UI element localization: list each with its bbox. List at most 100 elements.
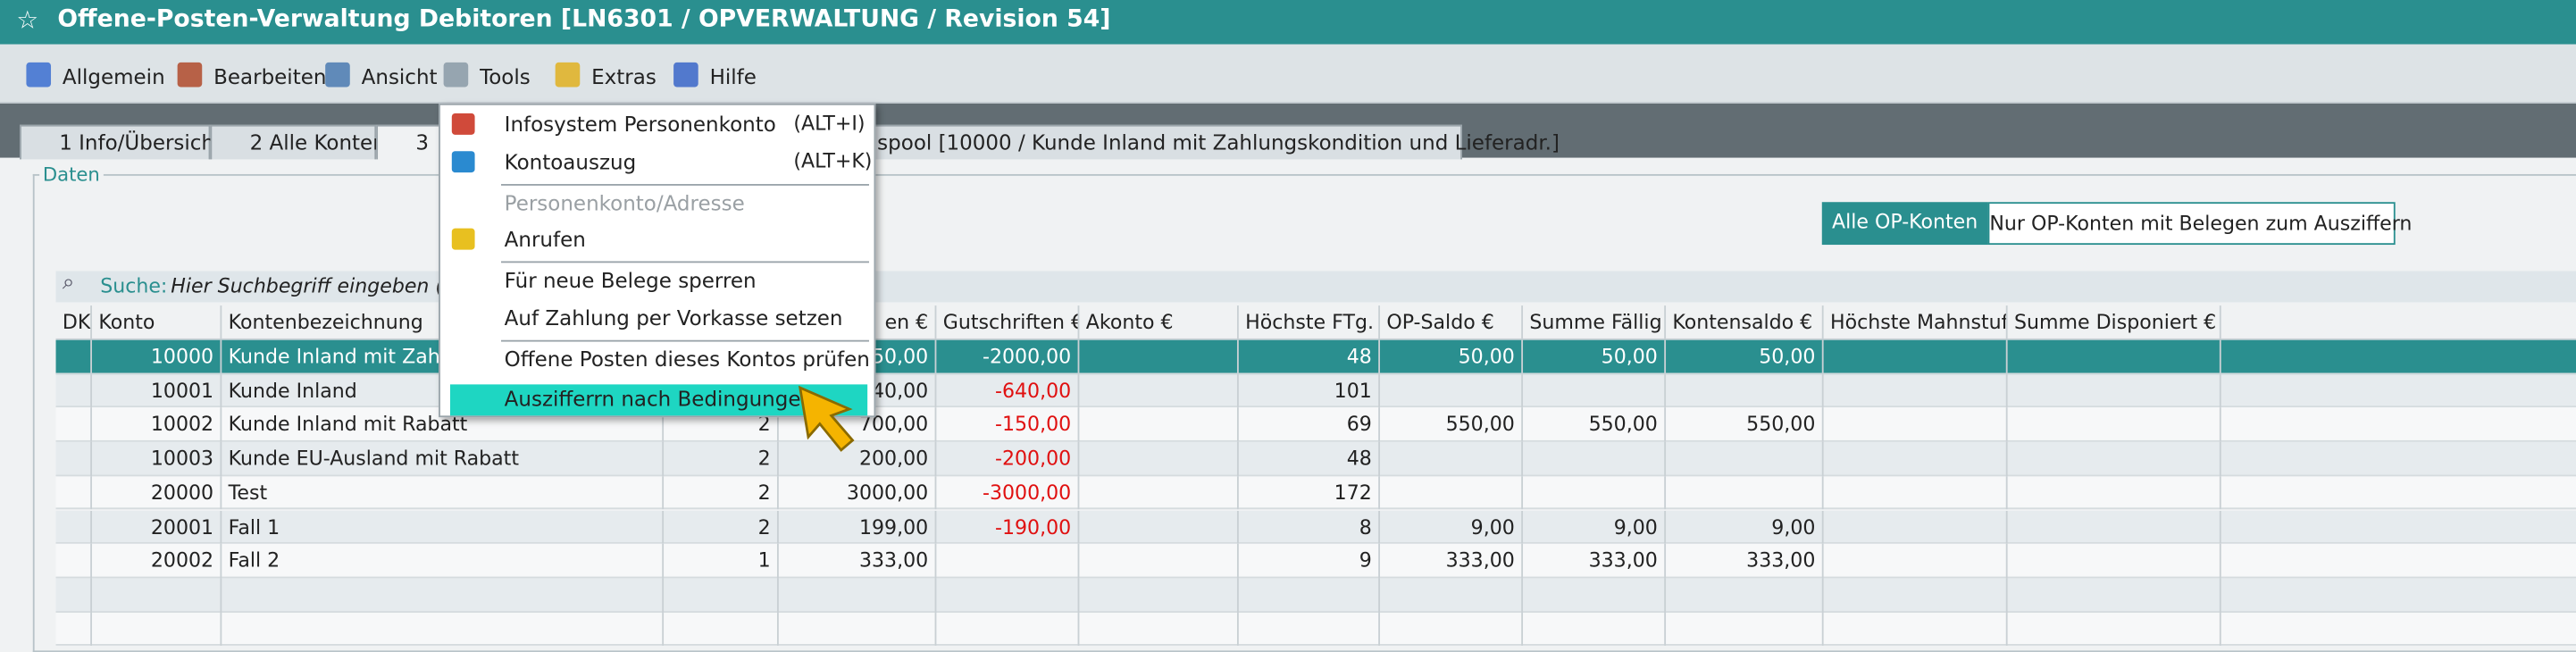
- table-cell: Test: [222, 476, 665, 511]
- column-header[interactable]: Höchste FTg.: [1239, 305, 1381, 340]
- tab-label[interactable]: 1 Info/Übersicht: [59, 130, 223, 155]
- table-cell: 1: [664, 544, 779, 579]
- tab-label[interactable]: spool [10000 / Kunde Inland mit Zahlungs…: [877, 130, 1560, 155]
- table-cell: [936, 578, 1080, 613]
- tab[interactable]: [20, 124, 211, 160]
- menu-item[interactable]: Tools: [480, 63, 531, 89]
- table-cell: [1666, 441, 1824, 476]
- menu-shortcut: (ALT+I): [793, 112, 866, 135]
- table-cell: 10002: [92, 407, 222, 442]
- table-cell: 69: [1239, 407, 1381, 442]
- table-cell: 10000: [92, 339, 222, 374]
- column-header[interactable]: Summe Disponiert €: [2008, 305, 2221, 340]
- table-cell: [2008, 510, 2221, 545]
- table-cell: [1824, 476, 2008, 511]
- table-cell: [2008, 339, 2221, 374]
- table-cell: [56, 339, 93, 374]
- table-cell: [1666, 612, 1824, 647]
- table-cell: -200,00: [936, 441, 1080, 476]
- table-cell: -3000,00: [936, 476, 1080, 511]
- table-cell: 10001: [92, 373, 222, 408]
- menu-item-icon: [451, 151, 475, 173]
- table-cell: 3000,00: [779, 476, 937, 511]
- table-cell: [222, 578, 665, 613]
- table-cell: [936, 544, 1080, 579]
- menu-item[interactable]: Hilfe: [709, 63, 757, 89]
- menu-icon: [443, 62, 469, 88]
- table-cell: [2008, 441, 2221, 476]
- table-cell: [56, 578, 93, 613]
- menu-icon: [325, 62, 350, 88]
- menu-item[interactable]: Bearbeiten: [213, 63, 327, 89]
- table-cell: [1079, 339, 1239, 374]
- menu-item[interactable]: Allgemein: [62, 63, 165, 89]
- group-box: [32, 173, 2576, 652]
- table-cell: Kunde EU-Ausland mit Rabatt: [222, 441, 665, 476]
- table-cell: [1824, 510, 2008, 545]
- context-menu-item[interactable]: Offene Posten dieses Kontos prüfen: [504, 347, 870, 372]
- menu-item[interactable]: Extras: [591, 63, 657, 89]
- search-icon: ⌕: [62, 271, 75, 297]
- table-cell: 9,00: [1523, 510, 1667, 545]
- table-cell: 333,00: [1666, 544, 1824, 579]
- column-header[interactable]: Konto: [92, 305, 222, 340]
- menu-item[interactable]: Ansicht: [361, 63, 438, 89]
- menu-icon: [555, 62, 581, 88]
- menu-separator: [500, 261, 869, 263]
- table-cell: [2008, 407, 2221, 442]
- context-menu-item[interactable]: Infosystem Personenkonto: [504, 112, 776, 137]
- column-header[interactable]: Summe Fällig: [1523, 305, 1667, 340]
- table-cell: [1523, 578, 1667, 613]
- table-cell: [56, 441, 93, 476]
- column-header[interactable]: Gutschriften €: [936, 305, 1080, 340]
- table-cell: [1824, 441, 2008, 476]
- filter-button[interactable]: Nur OP-Konten mit Belegen zum Ausziffern: [1987, 202, 2412, 246]
- column-header[interactable]: DK: [56, 305, 93, 340]
- table-cell: -190,00: [936, 510, 1080, 545]
- table-row: [55, 578, 2576, 613]
- tab[interactable]: [821, 124, 1462, 160]
- column-header[interactable]: Höchste Mahnstuf: [1824, 305, 2008, 340]
- column-header[interactable]: OP-Saldo €: [1380, 305, 1524, 340]
- context-menu-item[interactable]: Auf Zahlung per Vorkasse setzen: [504, 305, 843, 330]
- tab-label[interactable]: 2 Alle Konten: [249, 130, 386, 155]
- menu-highlight: [449, 384, 868, 416]
- column-header[interactable]: en €: [779, 305, 937, 340]
- table-cell: [56, 510, 93, 545]
- search-input[interactable]: Hier Suchbegriff eingeben (ST: [171, 274, 468, 297]
- table-cell: 2: [664, 476, 779, 511]
- table-cell: [779, 612, 937, 647]
- column-header[interactable]: Kontenbezeichnung: [222, 305, 665, 340]
- filter-button[interactable]: Alle OP-Konten: [1821, 202, 1988, 246]
- table-row[interactable]: [55, 476, 2576, 511]
- table-cell: [1239, 578, 1381, 613]
- table-cell: -640,00: [936, 373, 1080, 408]
- table-cell: [1079, 544, 1239, 579]
- table-row[interactable]: [55, 441, 2576, 476]
- menu-icon: [177, 62, 203, 88]
- table-row[interactable]: [55, 544, 2576, 579]
- tab[interactable]: [210, 124, 377, 160]
- table-cell: 2: [664, 407, 779, 442]
- menu-shortcut: (ALT+K): [793, 149, 873, 173]
- table-cell: [779, 578, 937, 613]
- tab-label[interactable]: 3: [415, 130, 429, 155]
- table-cell: 10003: [92, 441, 222, 476]
- context-menu-item[interactable]: Auszifferrn nach Bedingungen: [504, 386, 815, 411]
- window-title: Offene-Posten-Verwaltung Debitoren [LN63…: [57, 6, 1111, 33]
- table-cell: Fall 1: [222, 510, 665, 545]
- table-cell: [2008, 544, 2221, 579]
- table-row[interactable]: [55, 510, 2576, 545]
- column-header[interactable]: Akonto €: [1079, 305, 1239, 340]
- context-menu-item[interactable]: Für neue Belege sperren: [504, 267, 757, 293]
- table-cell: [56, 544, 93, 579]
- context-menu-item[interactable]: Kontoauszug: [504, 149, 637, 174]
- table-cell: 48: [1239, 339, 1381, 374]
- table-cell: [2008, 578, 2221, 613]
- table-cell: Kunde Inland mit Rabatt: [222, 407, 665, 442]
- table-cell: [1079, 476, 1239, 511]
- context-menu-item[interactable]: Anrufen: [504, 226, 586, 252]
- column-header[interactable]: Kontensaldo €: [1666, 305, 1824, 340]
- table-cell: 172: [1239, 476, 1381, 511]
- table-cell: [1079, 441, 1239, 476]
